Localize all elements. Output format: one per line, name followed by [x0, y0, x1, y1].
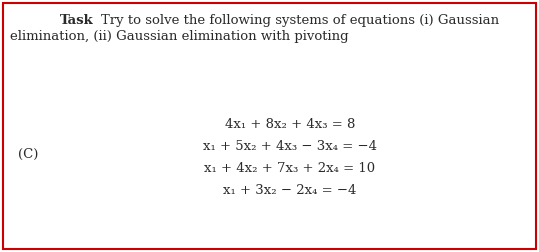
Text: x₁ + 5x₂ + 4x₃ − 3x₄ = −4: x₁ + 5x₂ + 4x₃ − 3x₄ = −4	[203, 140, 377, 153]
Text: Task: Task	[60, 14, 94, 27]
Text: elimination, (ii) Gaussian elimination with pivoting: elimination, (ii) Gaussian elimination w…	[10, 30, 349, 43]
Text: x₁ + 3x₂ − 2x₄ = −4: x₁ + 3x₂ − 2x₄ = −4	[223, 184, 357, 197]
Text: .  Try to solve the following systems of equations (i) Gaussian: . Try to solve the following systems of …	[84, 14, 499, 27]
Text: (C): (C)	[18, 148, 38, 161]
Text: x₁ + 4x₂ + 7x₃ + 2x₄ = 10: x₁ + 4x₂ + 7x₃ + 2x₄ = 10	[204, 162, 376, 175]
Text: 4x₁ + 8x₂ + 4x₃ = 8: 4x₁ + 8x₂ + 4x₃ = 8	[225, 118, 355, 131]
